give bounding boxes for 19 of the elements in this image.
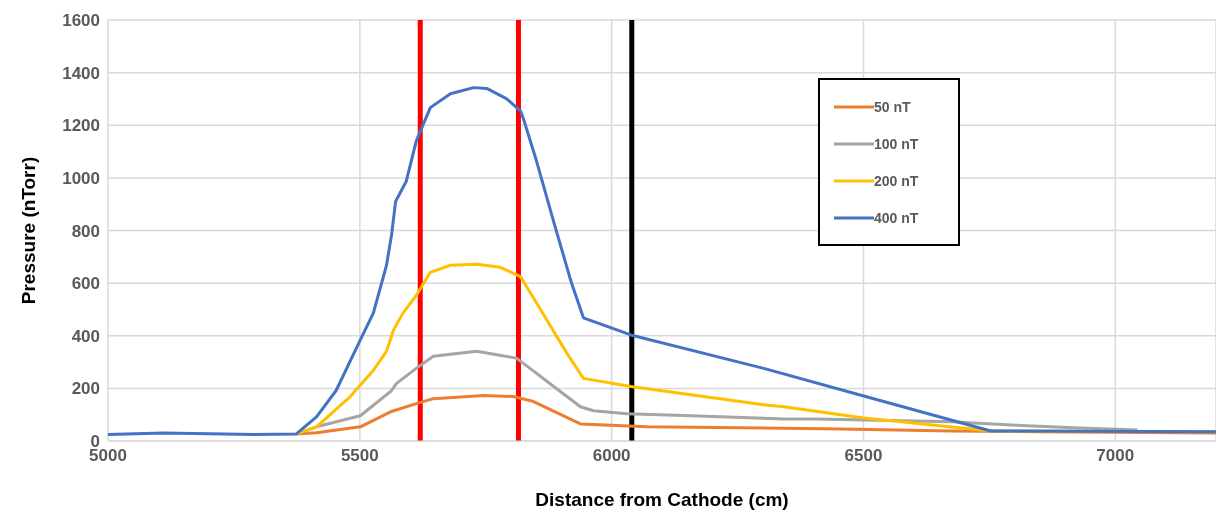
x-tick-label: 6000 (592, 446, 631, 466)
y-tick-label: 1200 (62, 116, 100, 136)
legend-label: 400 nT (874, 209, 919, 226)
x-tick-label: 5500 (340, 446, 379, 466)
line-series (108, 86, 1216, 436)
y-tick-label: 400 (71, 326, 100, 346)
y-tick-label: 600 (71, 274, 100, 294)
legend-label: 100 nT (874, 135, 919, 152)
y-tick-label: 800 (71, 221, 100, 241)
legend-label: 200 nT (874, 172, 919, 189)
x-tick-label: 6500 (844, 446, 883, 466)
x-tick-label: 7000 (1096, 446, 1135, 466)
y-tick-label: 1000 (62, 168, 100, 188)
y-tick-label: 1600 (62, 11, 100, 31)
y-tick-label: 200 (71, 379, 100, 399)
y-tick-label: 1400 (62, 63, 100, 83)
x-axis-title: Distance from Cathode (cm) (535, 489, 789, 511)
y-axis-title: Pressure (nTorr) (17, 156, 39, 305)
legend-label: 50 nT (874, 98, 911, 115)
